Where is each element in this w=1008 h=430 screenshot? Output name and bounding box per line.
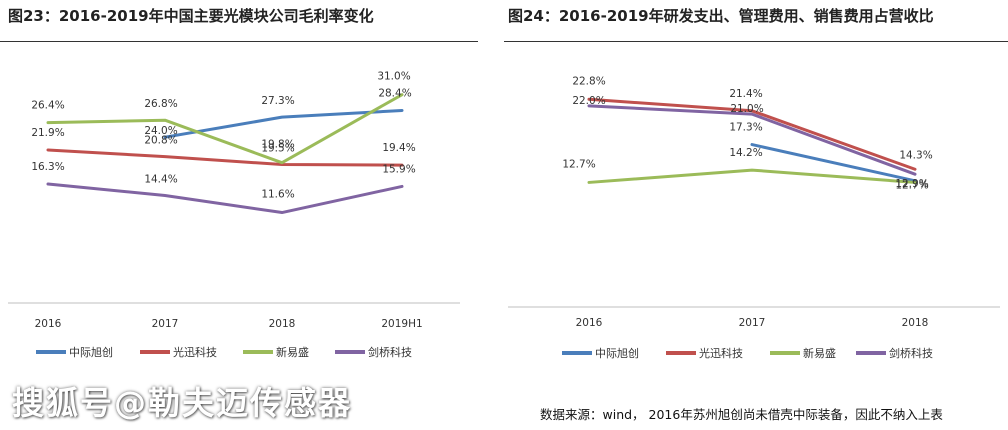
series-line-1 [163,108,404,139]
data-label: 19.4% [382,142,415,154]
title-rule-right [504,41,1008,42]
data-label: 20.8% [144,135,177,147]
data-label: 12.9% [895,178,928,190]
series-line-4 [46,182,404,215]
data-label: 26.4% [31,100,64,112]
data-label: 17.3% [729,122,762,134]
series-line-3 [46,93,404,165]
data-label: 21.4% [729,88,762,100]
x-tick-label: 2016 [576,317,603,329]
data-label: 21.9% [31,127,64,139]
data-label: 14.3% [899,149,932,161]
source-note: 数据来源：wind， 2016年苏州旭创尚未借壳中际装备，因此不纳入上表 [540,407,943,422]
data-label: 26.8% [144,98,177,110]
data-label: 19.8% [261,139,294,151]
line-chart-right: 2016 2017 2018 17.3% 12.9% 22.8% 21.4% 14.3% 12.… [508,75,1000,360]
series-line-1 [750,143,917,183]
series-line-3 [587,168,917,184]
line-chart-left: 2016 2017 2018 2019H1 24.0% 27.3% 28.4% 21.9% 20… [8,71,460,359]
legend-label: 光迅科技 [173,345,217,359]
data-label: 11.6% [261,189,294,201]
chart-title-right: 图24：2016-2019年研发支出、管理费用、销售费用占营收比 [508,7,934,25]
legend-label: 中际旭创 [595,346,639,360]
x-tick-label: 2019H1 [381,318,422,330]
data-label: 15.9% [382,163,415,175]
title-rule-left [0,41,478,42]
legend-label: 剑桥科技 [889,346,933,360]
watermark-text: 搜狐号@勒夫迈传感器 [12,384,353,422]
data-label: 22.0% [572,95,605,107]
data-label: 24.0% [144,125,177,137]
legend-label: 剑桥科技 [368,345,412,359]
data-label: 28.4% [378,87,411,99]
legend-label: 光迅科技 [699,346,743,360]
series-line-4 [587,104,917,176]
data-label: 21.0% [730,103,763,115]
data-label: 14.2% [729,147,762,159]
x-tick-label: 2017 [739,317,766,329]
data-label: 27.3% [261,95,294,107]
data-label: 22.8% [572,75,605,87]
x-tick-label: 2018 [269,318,296,330]
data-label: 31.0% [377,71,410,83]
data-label: 16.3% [31,161,64,173]
legend-label: 中际旭创 [69,345,113,359]
series-line-2 [46,148,404,167]
chart-title-left: 图23：2016-2019年中国主要光模块公司毛利率变化 [8,7,374,25]
x-tick-label: 2018 [902,317,929,329]
data-label: 12.7% [895,179,928,191]
chart-panel-left: 图23：2016-2019年中国主要光模块公司毛利率变化 2016 2017 201… [0,0,480,430]
chart-panel-right: 图24：2016-2019年研发支出、管理费用、销售费用占营收比 2016 201… [500,0,1008,430]
legend-label: 新易盛 [803,346,836,360]
data-label: 12.7% [562,158,595,170]
x-tick-label: 2016 [35,318,62,330]
x-tick-label: 2017 [152,318,179,330]
data-label: 14.4% [144,174,177,186]
series-line-2 [587,97,917,171]
legend-label: 新易盛 [276,345,309,359]
data-label: 19.5% [261,143,294,155]
